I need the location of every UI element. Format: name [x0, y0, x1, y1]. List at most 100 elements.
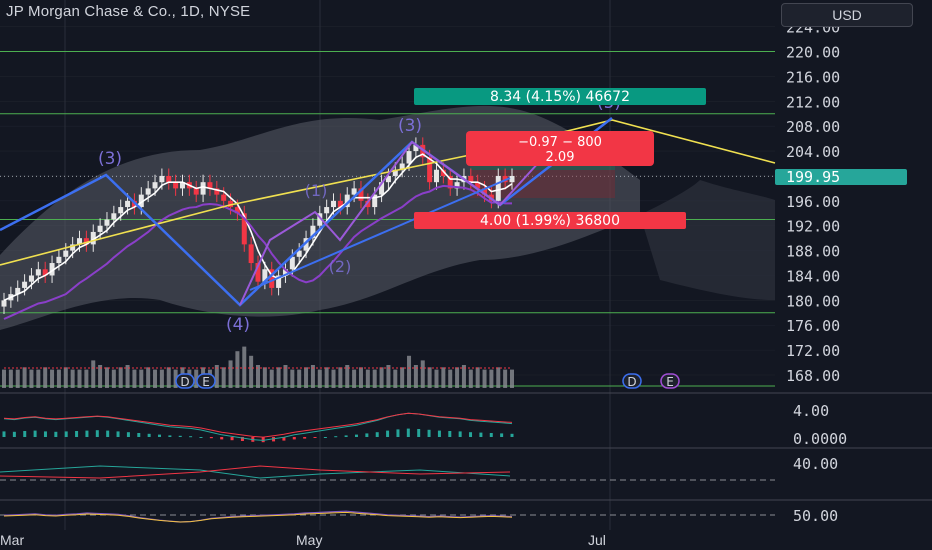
volume-bar [84, 369, 89, 388]
volume-bar [77, 369, 82, 388]
volume-bar [379, 367, 384, 388]
volume-bar [166, 367, 171, 388]
volume-bar [468, 369, 473, 388]
macd-histogram [469, 432, 473, 437]
macd-histogram [220, 437, 224, 440]
dividend-marker-label: D [627, 375, 636, 389]
candle [145, 188, 151, 195]
volume-bar [434, 369, 439, 388]
candle [28, 275, 34, 282]
macd-histogram [303, 437, 307, 439]
volume-bar [159, 369, 164, 388]
candle [303, 238, 309, 251]
volume-bar [249, 355, 254, 388]
volume-bar [503, 369, 508, 388]
volume-bar [269, 369, 274, 388]
volume-bar [276, 367, 281, 388]
candle [468, 175, 474, 183]
candle [385, 175, 391, 183]
measure-label-mid: −0.97 − 800 [518, 135, 602, 150]
candle [207, 182, 213, 189]
volume-bar [56, 369, 61, 388]
macd-histogram [344, 435, 348, 437]
macd-histogram [137, 433, 141, 437]
volume-bar [43, 367, 48, 388]
volume-bar [461, 365, 466, 388]
volume-bar [125, 365, 130, 388]
volume-bar [304, 367, 309, 388]
candle [310, 225, 316, 239]
volume-bar [29, 369, 34, 388]
volume-bar [262, 367, 267, 388]
macd-histogram [43, 431, 47, 437]
candle [241, 213, 247, 245]
volume-bar [372, 369, 377, 388]
volume-bar [139, 369, 144, 388]
candle [433, 169, 439, 183]
volume-bar [496, 367, 501, 388]
candle [90, 231, 96, 245]
candle [77, 238, 83, 245]
macd-histogram [23, 431, 27, 437]
candle [83, 238, 89, 245]
macd-histogram [106, 430, 110, 437]
measure-label-upper-bg [414, 88, 706, 105]
measure-label-mid: 2.09 [546, 150, 575, 165]
price-tick: 180.00 [786, 292, 840, 310]
candle [173, 182, 179, 189]
price-tick: 168.00 [786, 367, 840, 385]
candle [317, 213, 323, 226]
macd-histogram [261, 437, 265, 443]
macd-histogram [365, 433, 369, 437]
price-tick: 172.00 [786, 342, 840, 360]
candle [193, 188, 199, 195]
wave-label-main: (4) [226, 315, 250, 335]
macd-histogram [437, 430, 441, 437]
candle [454, 182, 460, 189]
rsi-line [3, 510, 513, 523]
volume-bar [63, 367, 68, 388]
macd-histogram [168, 435, 172, 437]
volume-bar [455, 367, 460, 388]
macd-histogram [334, 436, 338, 438]
volume-bar [331, 369, 336, 388]
earnings-marker-label: E [202, 375, 210, 389]
candle [255, 263, 261, 282]
macd-histogram [313, 437, 317, 438]
macd-histogram [158, 434, 162, 437]
current-price: 199.95 [786, 168, 840, 186]
volume-bar [427, 367, 432, 388]
macd-histogram [33, 430, 37, 437]
volume-bar [2, 369, 6, 388]
price-tick: 212.00 [786, 93, 840, 111]
macd-histogram [75, 431, 79, 437]
candle [138, 194, 144, 208]
candle [344, 194, 350, 208]
sub-wave [239, 140, 551, 306]
wave-label-sub: (1) [305, 181, 328, 200]
measure-label-lower-bg [414, 212, 686, 229]
macd-histogram [64, 431, 68, 437]
macd-histogram [458, 431, 462, 437]
macd-histogram [375, 432, 379, 437]
time-tick: May [296, 532, 322, 548]
volume-bar [510, 369, 514, 388]
volume-bar [400, 367, 405, 388]
candle [179, 182, 185, 189]
macd-histogram [147, 433, 151, 437]
candle [276, 275, 282, 288]
candle [214, 188, 220, 195]
candle [365, 200, 371, 208]
macd-histogram [230, 437, 234, 441]
volume-bar [153, 369, 158, 388]
volume-bar [482, 369, 487, 388]
volume-bar [146, 367, 151, 388]
macd-histogram [323, 437, 327, 438]
candle [159, 175, 165, 183]
currency-button[interactable]: USD [781, 3, 913, 27]
candle [248, 244, 254, 264]
volume-bar [111, 369, 116, 388]
volume-bar [338, 367, 343, 388]
candle [269, 269, 275, 288]
